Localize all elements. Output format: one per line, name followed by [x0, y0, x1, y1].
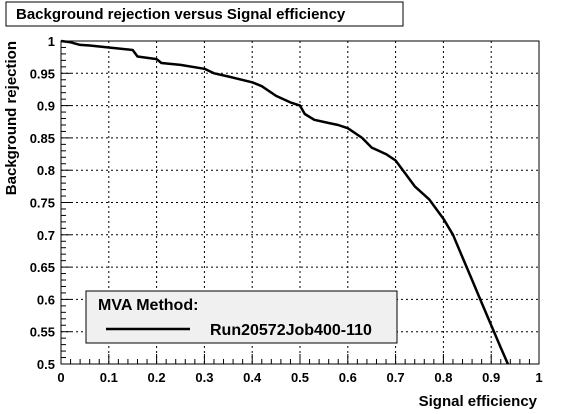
chart-title: Background rejection versus Signal effic…	[16, 6, 346, 23]
series-line	[60, 39, 510, 365]
y-tick-label: 0.65	[30, 260, 55, 275]
x-tick-label: 0.7	[387, 370, 405, 385]
x-axis-title: Signal efficiency	[419, 393, 538, 410]
y-axis-title: Background rejection	[3, 41, 20, 195]
y-tick-label: 0.7	[37, 228, 55, 243]
y-tick-label: 0.6	[37, 292, 55, 307]
x-tick-label: 0.4	[243, 370, 262, 385]
tick-label-layer: 0 0.1 0.2 0.3 0.4 0.5 0.6 0.7 0.8 0.9 1 0.5 0.55 0.6 0…	[30, 34, 543, 385]
y-tick-label: 1	[48, 34, 55, 49]
legend-header: MVA Method:	[98, 297, 198, 314]
x-tick-label: 1	[535, 370, 542, 385]
x-tick-label: 0.9	[482, 370, 500, 385]
y-tick-label: 0.75	[30, 196, 55, 211]
legend: MVA Method: Run20572Job400-110	[85, 290, 398, 344]
x-tick-label: 0.6	[339, 370, 357, 385]
y-tick-label: 0.85	[30, 131, 55, 146]
y-tick-label: 0.9	[37, 99, 55, 114]
x-tick-label: 0.8	[434, 370, 452, 385]
y-tick-label: 0.95	[30, 66, 55, 81]
grid-layer	[61, 41, 539, 364]
title-box	[5, 1, 404, 27]
legend-entry-label: Run20572Job400-110	[210, 322, 372, 339]
y-tick-label: 0.55	[30, 325, 55, 340]
tick-layer	[60, 40, 540, 365]
x-tick-label: 0.2	[148, 370, 166, 385]
x-tick-label: 0.5	[291, 370, 309, 385]
series-layer	[60, 39, 510, 365]
x-tick-label: 0.1	[100, 370, 118, 385]
x-tick-label: 0	[57, 370, 64, 385]
y-tick-label: 0.8	[37, 163, 55, 178]
legend-box	[85, 290, 398, 344]
x-tick-label: 0.3	[195, 370, 213, 385]
y-tick-label: 0.5	[37, 357, 55, 372]
